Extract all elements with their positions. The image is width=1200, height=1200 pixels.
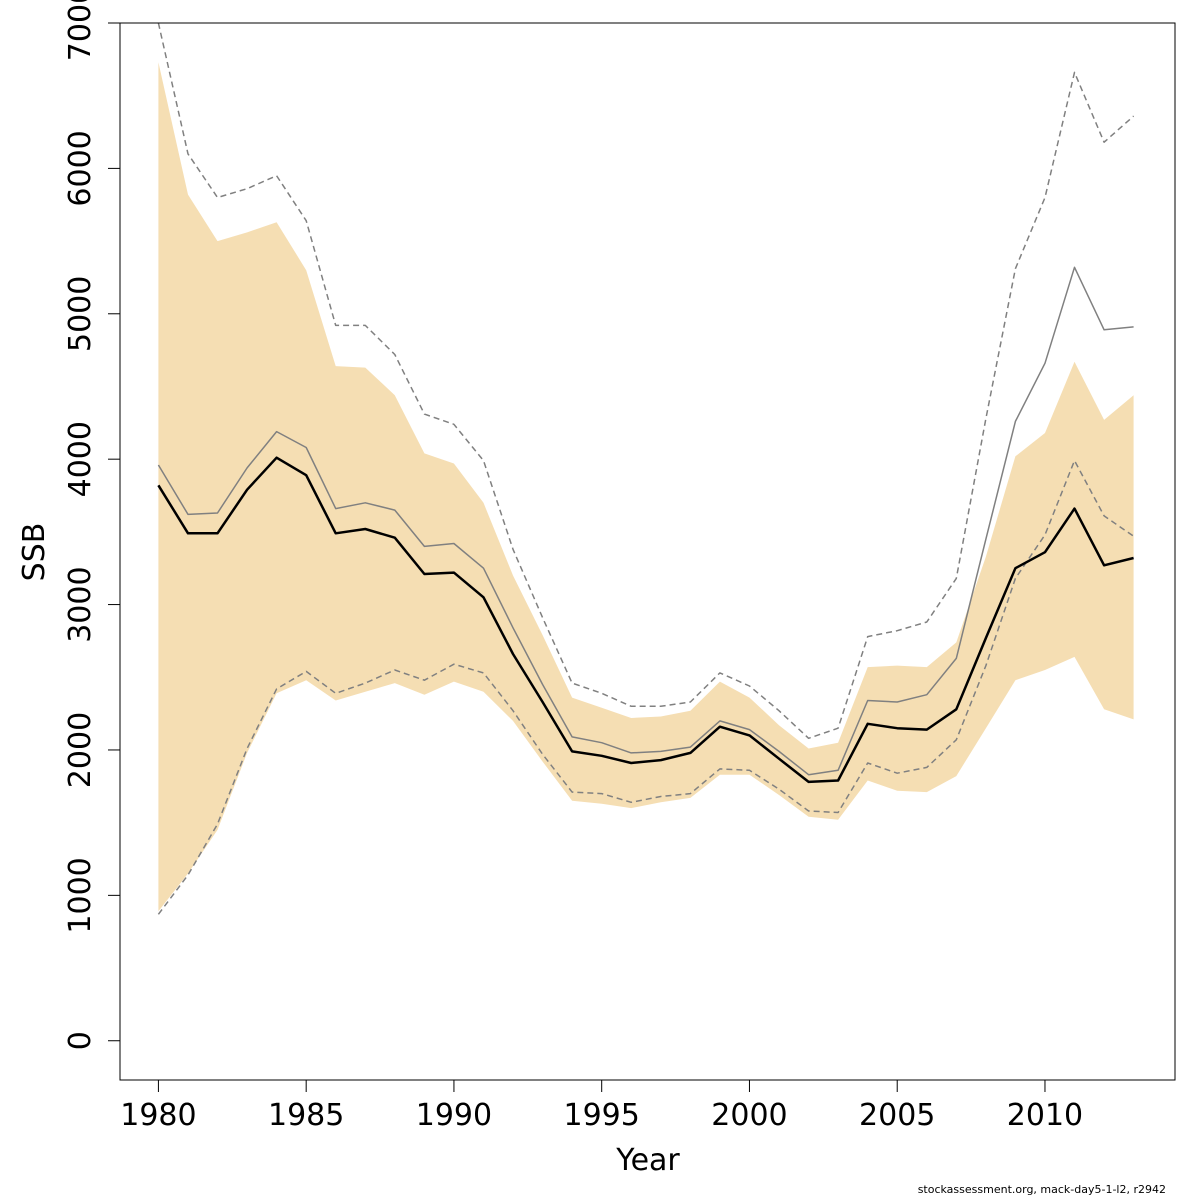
confidence-band (158, 62, 1134, 912)
x-tick-label: 1980 (120, 1098, 196, 1133)
y-tick-label: 3000 (63, 566, 98, 642)
y-tick-label: 6000 (63, 130, 98, 206)
x-axis-title: Year (615, 1143, 680, 1178)
x-tick-label: 1990 (416, 1098, 492, 1133)
y-tick-label: 7000 (63, 0, 98, 61)
y-axis-title: SSB (17, 523, 52, 582)
y-tick-label: 4000 (63, 421, 98, 497)
x-axis: 1980 1985 1990 1995 2000 2005 2010 (120, 1079, 1083, 1133)
series-line-estimate (157, 456, 1134, 784)
x-tick-label: 2005 (859, 1098, 935, 1133)
y-axis: 0 1000 2000 3000 4000 5000 6000 7000 (63, 0, 121, 1050)
y-tick-label: 5000 (63, 276, 98, 352)
y-tick-label: 2000 (63, 712, 98, 788)
series-line-comparison (157, 266, 1134, 776)
x-tick-label: 1995 (564, 1098, 640, 1133)
x-tick-label: 2000 (711, 1098, 787, 1133)
x-tick-label: 1985 (268, 1098, 344, 1133)
x-tick-label: 2010 (1007, 1098, 1083, 1133)
plot-marks (157, 22, 1135, 915)
y-tick-label: 0 (63, 1031, 98, 1050)
series-line-comparison-lower (157, 459, 1135, 915)
y-tick-label: 1000 (63, 857, 98, 933)
footer-credit: stockassessment.org, mack-day5-1-l2, r29… (917, 1183, 1166, 1196)
